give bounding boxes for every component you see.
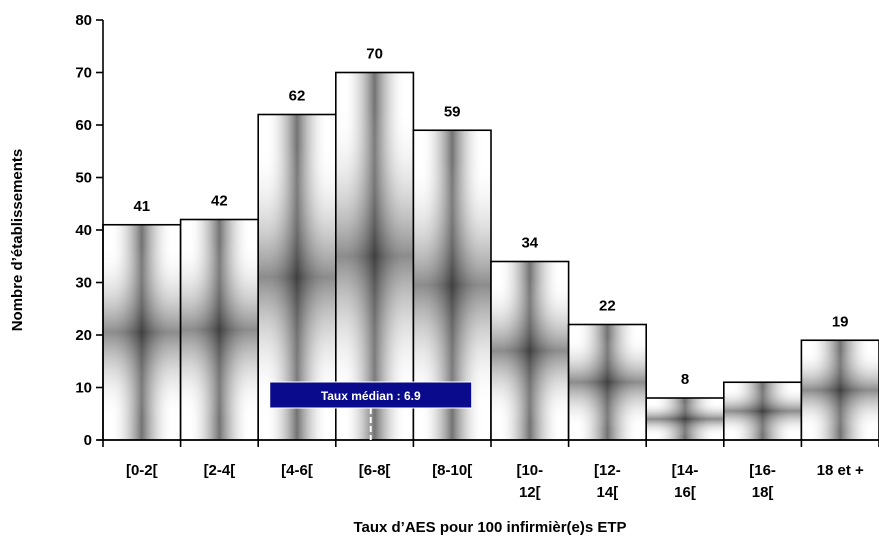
median-box <box>269 381 473 409</box>
x-tick-label: [4-6[ <box>281 462 313 479</box>
data-label: 70 <box>366 46 383 63</box>
y-tick-label: 40 <box>75 222 92 239</box>
x-axis-title: Taux d’AES pour 100 infirmièr(e)s ETP <box>353 519 626 536</box>
y-tick-label: 60 <box>75 117 92 134</box>
bar-6 <box>490 260 570 441</box>
bar-10 <box>800 339 879 441</box>
x-tick-label: [14-16[ <box>672 462 699 501</box>
data-label: 62 <box>289 88 306 105</box>
data-label: 34 <box>521 235 538 252</box>
x-tick-label: 18 et + <box>817 462 864 479</box>
y-tick-label: 0 <box>84 432 92 449</box>
bar-8 <box>645 397 725 441</box>
bar-2 <box>179 218 260 441</box>
annotation-group: Taux médian : 6.9 <box>269 381 473 440</box>
median-label: Taux médian : 6.9 <box>321 389 421 403</box>
bar-1 <box>102 223 182 441</box>
bars-group <box>102 71 879 441</box>
data-label: 8 <box>681 371 689 388</box>
labels-group: [0-2[ [2-4[ [4-6[ [6-8[ [8-10[ [10-12[ [12-14[… <box>126 46 864 502</box>
y-tick-label: 80 <box>75 12 92 29</box>
y-tick-label: 50 <box>75 170 92 187</box>
bar-7 <box>567 323 647 441</box>
data-label: 22 <box>599 298 616 315</box>
x-tick-label: [16-18[ <box>749 462 776 501</box>
data-label: 41 <box>133 198 150 215</box>
x-tick-label: [2-4[ <box>204 462 236 479</box>
x-tick-label: [6-8[ <box>359 462 391 479</box>
data-label: 59 <box>444 103 461 120</box>
data-label: 42 <box>211 193 228 210</box>
x-tick-label: [8-10[ <box>432 462 472 479</box>
y-tick-label: 20 <box>75 327 92 344</box>
y-tick-label: 30 <box>75 275 92 292</box>
data-label: 19 <box>832 313 849 330</box>
y-tick-label: 10 <box>75 380 92 397</box>
y-axis-title: Nombre d’établissements <box>9 149 26 332</box>
x-tick-label: [12-14[ <box>594 462 621 501</box>
bar-4 <box>334 71 415 441</box>
axes-group: 0 10 20 30 40 50 60 70 80 <box>75 12 879 449</box>
y-tick-label: 70 <box>75 65 92 82</box>
x-tick-label: [0-2[ <box>126 462 158 479</box>
x-tick-label: [10-12[ <box>516 462 543 501</box>
bar-9 <box>722 381 803 441</box>
